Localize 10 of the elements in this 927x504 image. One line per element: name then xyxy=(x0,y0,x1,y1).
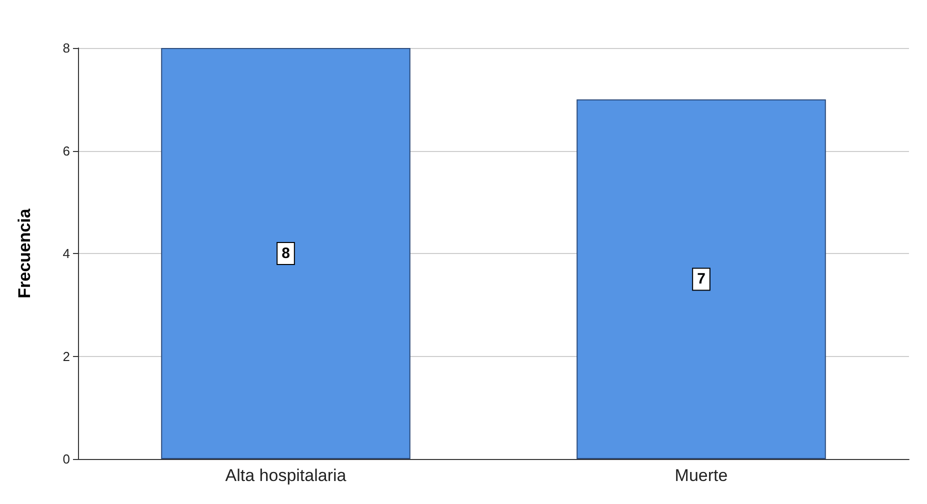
y-tick-label: 4 xyxy=(62,246,70,261)
data-label: 7 xyxy=(697,270,706,288)
y-tick-label: 6 xyxy=(62,143,70,158)
y-tick-label: 8 xyxy=(62,40,70,56)
x-tick-label: Muerte xyxy=(674,466,728,485)
y-tick-label: 0 xyxy=(62,452,70,466)
y-axis-title: Frecuencia xyxy=(15,208,34,298)
y-tick-label: 2 xyxy=(62,348,70,364)
data-label: 8 xyxy=(282,245,290,262)
x-tick-label: Alta hospitalaria xyxy=(225,466,347,485)
